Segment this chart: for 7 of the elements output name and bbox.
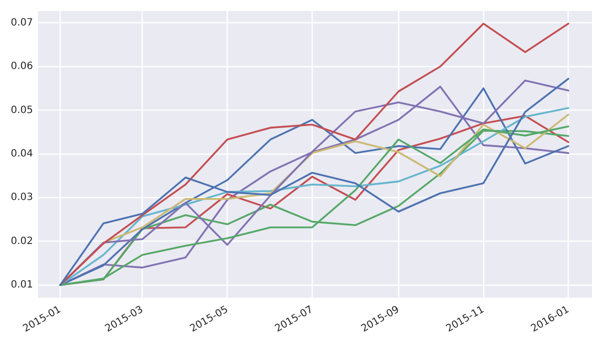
y-tick-label: 0.06	[10, 61, 33, 72]
y-tick-label: 0.01	[10, 280, 33, 291]
y-tick-label: 0.04	[10, 148, 33, 160]
y-tick-label: 0.07	[10, 17, 33, 28]
y-tick-label: 0.03	[10, 192, 33, 204]
y-tick-label: 0.02	[10, 236, 33, 247]
y-tick-label: 0.05	[10, 104, 33, 116]
